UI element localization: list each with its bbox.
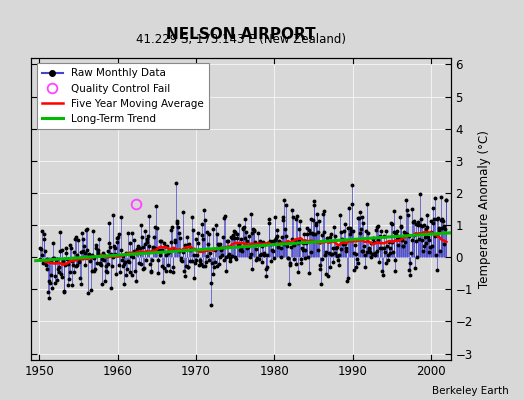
Title: NELSON AIRPORT: NELSON AIRPORT [166,26,316,42]
Text: 41.229 S, 173.143 E (New Zealand): 41.229 S, 173.143 E (New Zealand) [136,33,346,46]
Text: Berkeley Earth: Berkeley Earth [432,386,508,396]
Legend: Raw Monthly Data, Quality Control Fail, Five Year Moving Average, Long-Term Tren: Raw Monthly Data, Quality Control Fail, … [37,63,209,129]
Y-axis label: Temperature Anomaly (°C): Temperature Anomaly (°C) [478,130,492,288]
